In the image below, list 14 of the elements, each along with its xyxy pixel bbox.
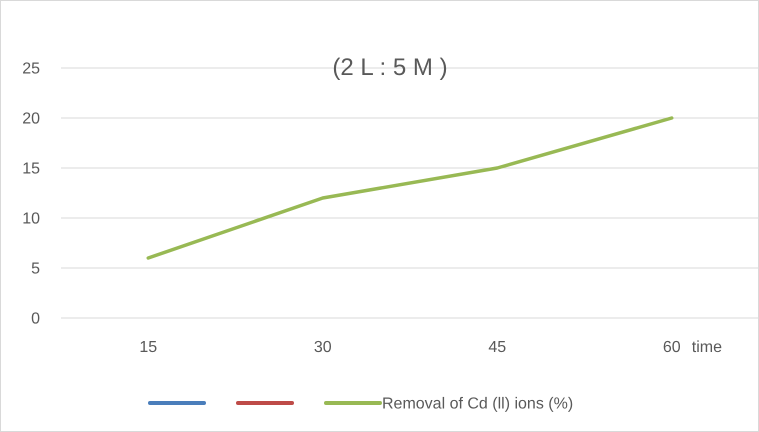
x-tick-label: 60: [662, 339, 681, 356]
y-tick-label: 15: [22, 160, 40, 178]
y-tick-label: 20: [22, 110, 40, 128]
legend-label: Removal of Cd (ll) ions (%): [382, 396, 574, 413]
chart-title: (2 L : 5 M ): [332, 54, 448, 81]
x-tick-label: 15: [139, 339, 158, 356]
y-tick-label: 0: [31, 310, 40, 328]
y-tick-label: 10: [22, 210, 40, 228]
line-series: [146, 116, 674, 260]
x-tick-label: 45: [488, 339, 506, 356]
x-tick-label: 30: [314, 339, 332, 356]
x-axis-title: time: [692, 339, 722, 356]
y-tick-label: 25: [22, 60, 40, 78]
y-tick-label: 5: [31, 260, 40, 278]
